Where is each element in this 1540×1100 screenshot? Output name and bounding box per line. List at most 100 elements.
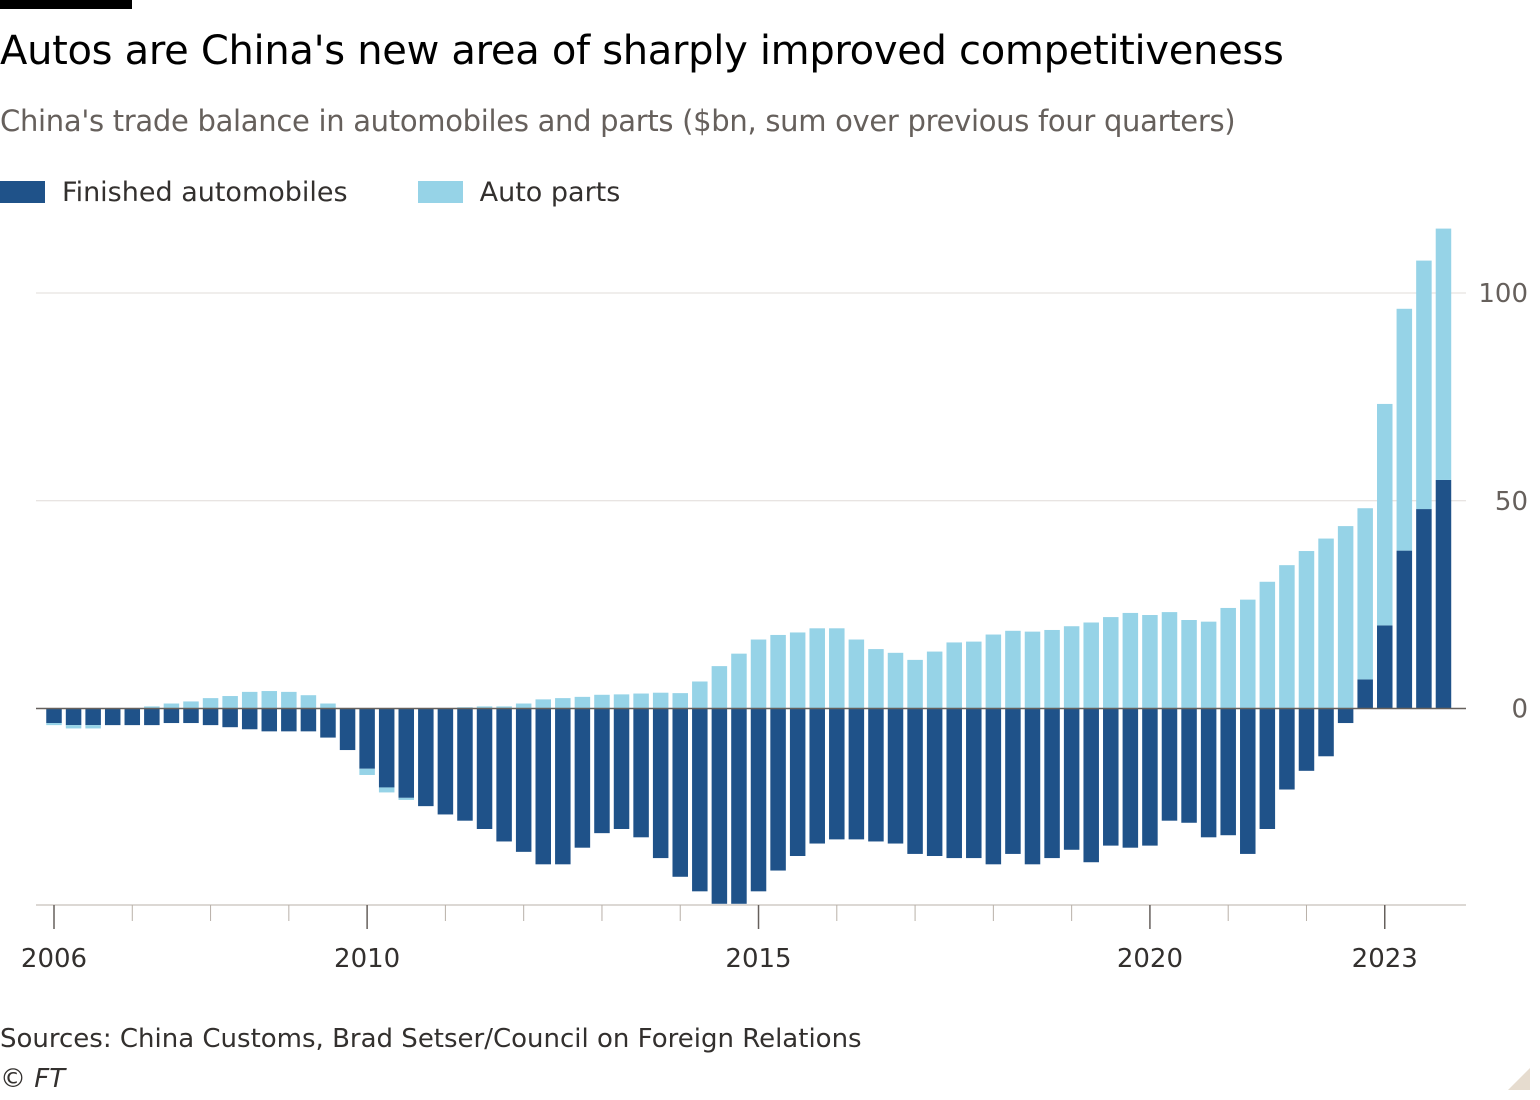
- bar-finished-automobiles-23: [496, 708, 512, 842]
- bar-auto-parts-27: [574, 696, 591, 709]
- bar-finished-automobiles-1: [65, 708, 82, 726]
- bar-auto-parts-49: [1005, 630, 1021, 709]
- legend-item-finished-automobiles: Finished automobiles: [0, 177, 348, 208]
- bar-auto-parts-50: [1024, 631, 1041, 709]
- bar-auto-parts-65: [1318, 538, 1334, 709]
- bar-auto-parts-8: [202, 698, 219, 709]
- bar-auto-parts-13: [300, 695, 317, 709]
- bar-finished-automobiles-22: [476, 708, 493, 829]
- bar-auto-parts-29: [613, 694, 630, 709]
- x-tick-label-2023: 2023: [1352, 944, 1418, 974]
- bar-finished-automobiles-38: [789, 708, 806, 857]
- bar-finished-automobiles-10: [241, 708, 258, 730]
- bar-auto-parts-35: [731, 653, 747, 709]
- bar-finished-automobiles-40: [829, 708, 845, 840]
- bar-finished-automobiles-43: [887, 708, 904, 844]
- legend: Finished automobiles Auto parts: [0, 172, 690, 212]
- y-tick-label-100: 100: [1478, 279, 1528, 309]
- bar-finished-automobiles-53: [1083, 708, 1099, 863]
- bar-finished-automobiles-41: [848, 708, 865, 840]
- bar-auto-parts-11: [261, 691, 278, 709]
- bar-finished-automobiles-25: [535, 708, 551, 865]
- bar-finished-automobiles-36: [750, 708, 767, 892]
- bar-auto-parts-9: [222, 696, 238, 709]
- bar-finished-automobiles-28: [594, 708, 610, 834]
- bar-auto-parts-52: [1063, 626, 1080, 709]
- legend-swatch-finished-automobiles: [0, 181, 45, 203]
- bar-finished-automobiles-12: [281, 708, 297, 732]
- bar-finished-automobiles-24: [515, 708, 532, 852]
- bar-auto-parts-30: [633, 693, 649, 709]
- bar-auto-parts-56: [1142, 615, 1158, 709]
- bar-finished-automobiles-18: [398, 708, 415, 798]
- bar-auto-parts-48: [985, 634, 1002, 709]
- bar-finished-automobiles-48: [985, 708, 1002, 865]
- bar-auto-parts-25: [535, 699, 551, 709]
- bar-finished-automobiles-8: [202, 708, 219, 726]
- bar-auto-parts-69: [1396, 308, 1413, 551]
- bar-auto-parts-68: [1377, 403, 1393, 626]
- bar-auto-parts-61: [1240, 599, 1256, 709]
- bar-finished-automobiles-42: [868, 708, 884, 842]
- bar-auto-parts-54: [1103, 617, 1119, 709]
- bar-finished-automobiles-59: [1200, 708, 1217, 838]
- bar-auto-parts-18: [398, 797, 415, 800]
- bar-auto-parts-32: [672, 693, 688, 709]
- bar-finished-automobiles-69: [1396, 550, 1413, 709]
- bar-auto-parts-34: [711, 666, 728, 709]
- bar-finished-automobiles-34: [711, 708, 728, 904]
- chart-subtitle: China's trade balance in automobiles and…: [0, 104, 1236, 138]
- bar-finished-automobiles-5: [144, 708, 160, 726]
- y-tick-label-50: 50: [1495, 487, 1528, 517]
- bar-finished-automobiles-20: [437, 708, 454, 815]
- bar-finished-automobiles-15: [339, 708, 356, 751]
- bar-auto-parts-0: [46, 723, 62, 726]
- bar-finished-automobiles-37: [770, 708, 786, 871]
- top-rule: [0, 0, 132, 9]
- bar-finished-automobiles-67: [1357, 679, 1373, 709]
- x-tick-label-2006: 2006: [21, 944, 87, 974]
- bar-finished-automobiles-31: [652, 708, 669, 859]
- legend-swatch-auto-parts: [417, 181, 463, 203]
- bar-auto-parts-5: [144, 706, 160, 709]
- bar-finished-automobiles-60: [1220, 708, 1236, 836]
- x-tick-label-2015: 2015: [725, 944, 791, 974]
- bar-auto-parts-40: [829, 628, 845, 709]
- bar-auto-parts-70: [1416, 260, 1432, 510]
- bar-finished-automobiles-33: [692, 708, 708, 892]
- bar-finished-automobiles-11: [261, 708, 278, 732]
- bar-auto-parts-7: [183, 701, 199, 709]
- bar-auto-parts-33: [692, 681, 708, 709]
- bar-finished-automobiles-0: [46, 708, 62, 724]
- bar-finished-automobiles-4: [124, 708, 141, 726]
- bar-auto-parts-59: [1200, 621, 1217, 709]
- bar-auto-parts-55: [1122, 612, 1139, 709]
- bar-finished-automobiles-58: [1181, 708, 1197, 823]
- bar-auto-parts-16: [359, 768, 375, 775]
- bar-auto-parts-1: [65, 725, 82, 729]
- bar-finished-automobiles-68: [1377, 625, 1393, 709]
- bar-finished-automobiles-14: [320, 708, 336, 738]
- bar-auto-parts-66: [1337, 526, 1354, 709]
- bar-finished-automobiles-50: [1024, 708, 1041, 865]
- legend-item-auto-parts: Auto parts: [417, 177, 620, 208]
- bar-finished-automobiles-62: [1259, 708, 1276, 829]
- bar-auto-parts-36: [750, 639, 767, 709]
- bar-finished-automobiles-57: [1161, 708, 1178, 821]
- bar-auto-parts-60: [1220, 607, 1236, 709]
- bar-finished-automobiles-44: [907, 708, 923, 854]
- bar-finished-automobiles-45: [926, 708, 943, 857]
- bar-finished-automobiles-3: [104, 708, 121, 726]
- bar-finished-automobiles-71: [1435, 479, 1452, 709]
- bar-auto-parts-64: [1298, 551, 1315, 709]
- x-tick-label-2010: 2010: [334, 944, 400, 974]
- bar-auto-parts-10: [241, 691, 258, 709]
- bar-auto-parts-53: [1083, 622, 1099, 709]
- bar-auto-parts-45: [926, 651, 943, 709]
- bar-finished-automobiles-63: [1279, 708, 1295, 790]
- bar-finished-automobiles-32: [672, 708, 688, 877]
- bar-auto-parts-17: [378, 787, 395, 793]
- bar-finished-automobiles-61: [1240, 708, 1256, 854]
- bar-auto-parts-47: [966, 641, 982, 709]
